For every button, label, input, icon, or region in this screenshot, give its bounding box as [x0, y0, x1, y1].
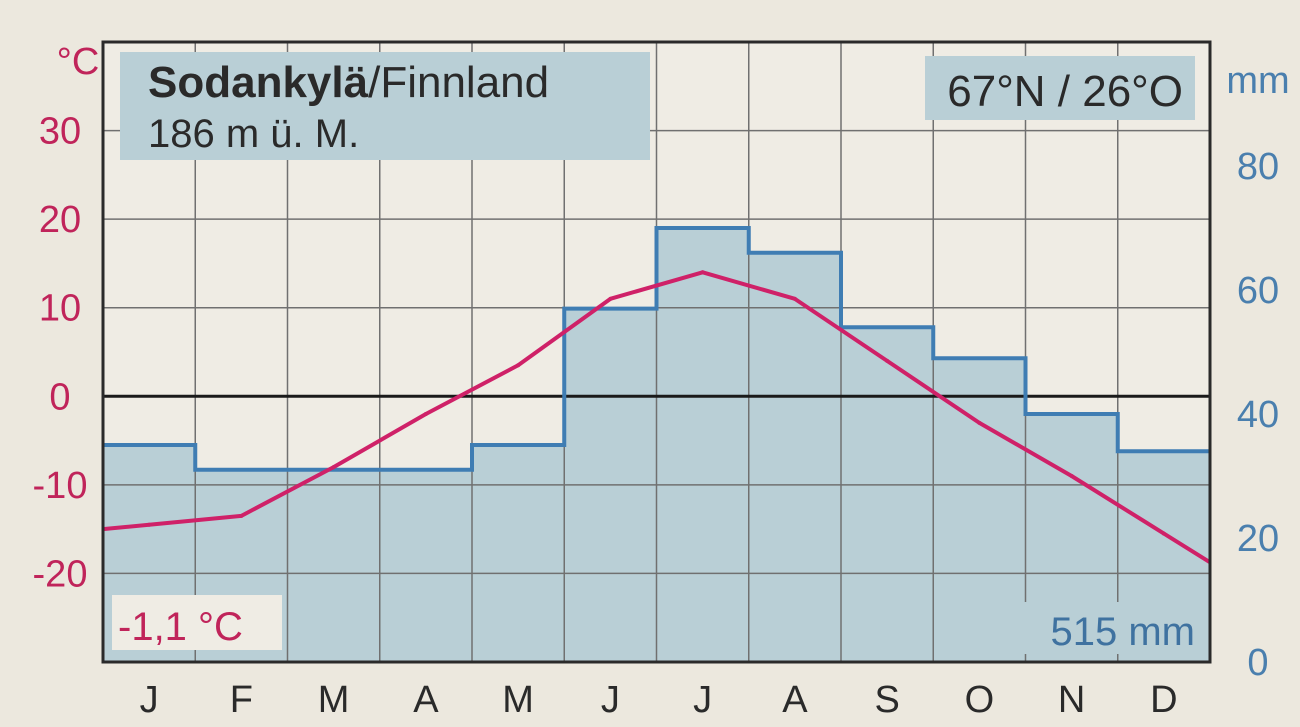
- left-axis-tick-label: 20: [39, 199, 81, 241]
- temperature-point: [331, 465, 336, 470]
- temperature-point: [516, 363, 521, 368]
- left-axis-unit: °C: [57, 41, 100, 83]
- temperature-point: [700, 270, 705, 275]
- elevation-label: 186 m ü. M.: [148, 112, 359, 156]
- title-box: [120, 52, 650, 160]
- coordinates-box: [925, 56, 1195, 120]
- chart-title: Sodankylä/Finnland: [148, 58, 549, 107]
- precipitation-step-line: [103, 226, 1210, 472]
- annual-mean-temperature: -1,1 °C: [118, 605, 243, 649]
- country-name: /Finnland: [368, 58, 549, 107]
- month-label: O: [965, 679, 995, 721]
- total-box: [1015, 602, 1200, 654]
- right-axis-tick-label: 0: [1247, 642, 1268, 684]
- temperature-point: [239, 513, 244, 518]
- station-name: Sodankylä: [148, 58, 369, 107]
- month-label: J: [693, 679, 712, 721]
- right-axis-unit: mm: [1226, 60, 1289, 102]
- temperature-point: [423, 412, 428, 416]
- left-axis-tick-label: 10: [39, 288, 81, 330]
- left-axis-tick-label: 30: [39, 111, 81, 153]
- right-axis-ticks: 80 60 40 20 0: [1237, 146, 1279, 684]
- temperature-point: [977, 420, 982, 425]
- temperature-point: [792, 296, 797, 301]
- month-label: M: [318, 679, 350, 721]
- month-label: J: [140, 679, 159, 721]
- right-axis-tick-label: 80: [1237, 146, 1279, 188]
- temperature-point: [885, 358, 890, 363]
- month-label: S: [874, 679, 899, 721]
- plot-frame: [101, 40, 1212, 664]
- mean-box: [112, 595, 282, 650]
- month-label: F: [230, 679, 253, 721]
- right-axis-tick-label: 60: [1237, 270, 1279, 312]
- left-axis-tick-label: -20: [33, 553, 88, 595]
- annual-precipitation-total: 515 mm: [1051, 610, 1196, 654]
- temperature-point: [147, 522, 152, 527]
- temperature-point: [1069, 474, 1074, 478]
- left-axis-tick-label: 0: [49, 376, 70, 418]
- left-axis-tick-label: -10: [33, 465, 88, 507]
- temperature-point: [608, 296, 613, 301]
- right-axis-tick-label: 40: [1237, 394, 1279, 436]
- coordinates-label: 67°N / 26°O: [947, 67, 1183, 116]
- grid: [103, 42, 1210, 662]
- month-label: N: [1058, 679, 1085, 721]
- right-axis-tick-label: 20: [1237, 518, 1279, 560]
- left-axis-ticks: 30 20 10 0 -10 -20: [33, 111, 88, 596]
- temperature-points: [147, 270, 1166, 536]
- month-label: J: [601, 679, 620, 721]
- temperature-point: [1161, 531, 1166, 536]
- month-label: A: [782, 679, 808, 721]
- month-label: M: [502, 679, 534, 721]
- month-label: A: [413, 679, 439, 721]
- temperature-line: [102, 270, 1212, 565]
- month-label: D: [1150, 679, 1177, 721]
